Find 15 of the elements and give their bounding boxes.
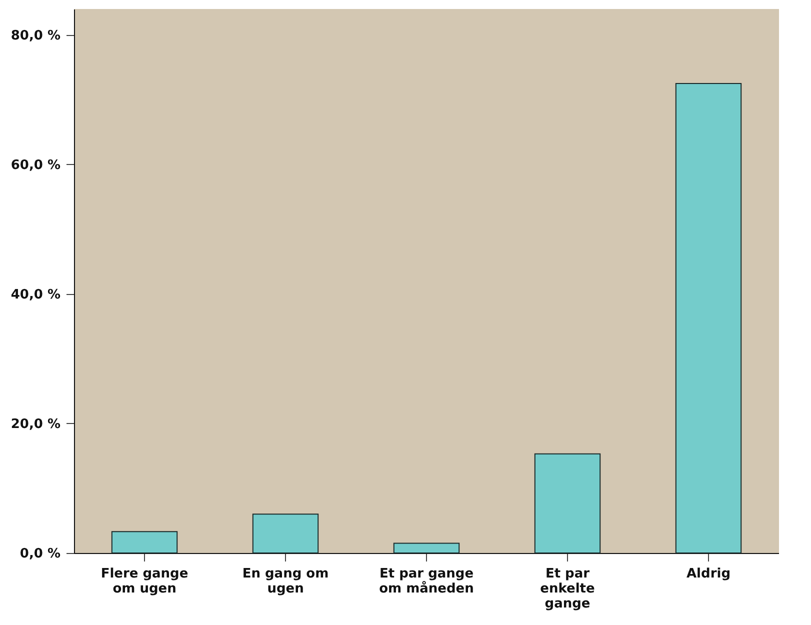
bar [252, 514, 319, 554]
y-tick-label: 20,0 % [10, 416, 60, 432]
bar [111, 531, 178, 554]
x-tick-label: Et par enkelte gange [540, 566, 596, 612]
y-tick-label: 60,0 % [10, 158, 60, 173]
bar [393, 542, 460, 554]
x-tick-label: En gang om ugen [242, 566, 329, 596]
bar [675, 82, 742, 554]
x-tick-label: Aldrig [686, 566, 730, 582]
x-tick-label: Et par gange om måneden [379, 566, 474, 596]
y-tick-label: 0,0 % [20, 546, 60, 562]
x-tick-label: Flere gange om ugen [100, 566, 188, 596]
y-tick-label: 40,0 % [10, 287, 60, 302]
y-tick-label: 80,0 % [10, 28, 60, 44]
bar [534, 453, 601, 554]
